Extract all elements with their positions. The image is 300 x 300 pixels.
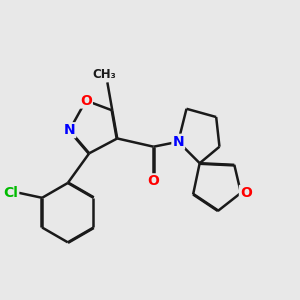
Text: O: O xyxy=(148,174,160,188)
Text: Cl: Cl xyxy=(3,186,18,200)
Text: O: O xyxy=(80,94,92,107)
Text: CH₃: CH₃ xyxy=(92,68,116,81)
Text: O: O xyxy=(240,186,252,200)
Text: N: N xyxy=(64,123,75,137)
Text: N: N xyxy=(172,135,184,149)
